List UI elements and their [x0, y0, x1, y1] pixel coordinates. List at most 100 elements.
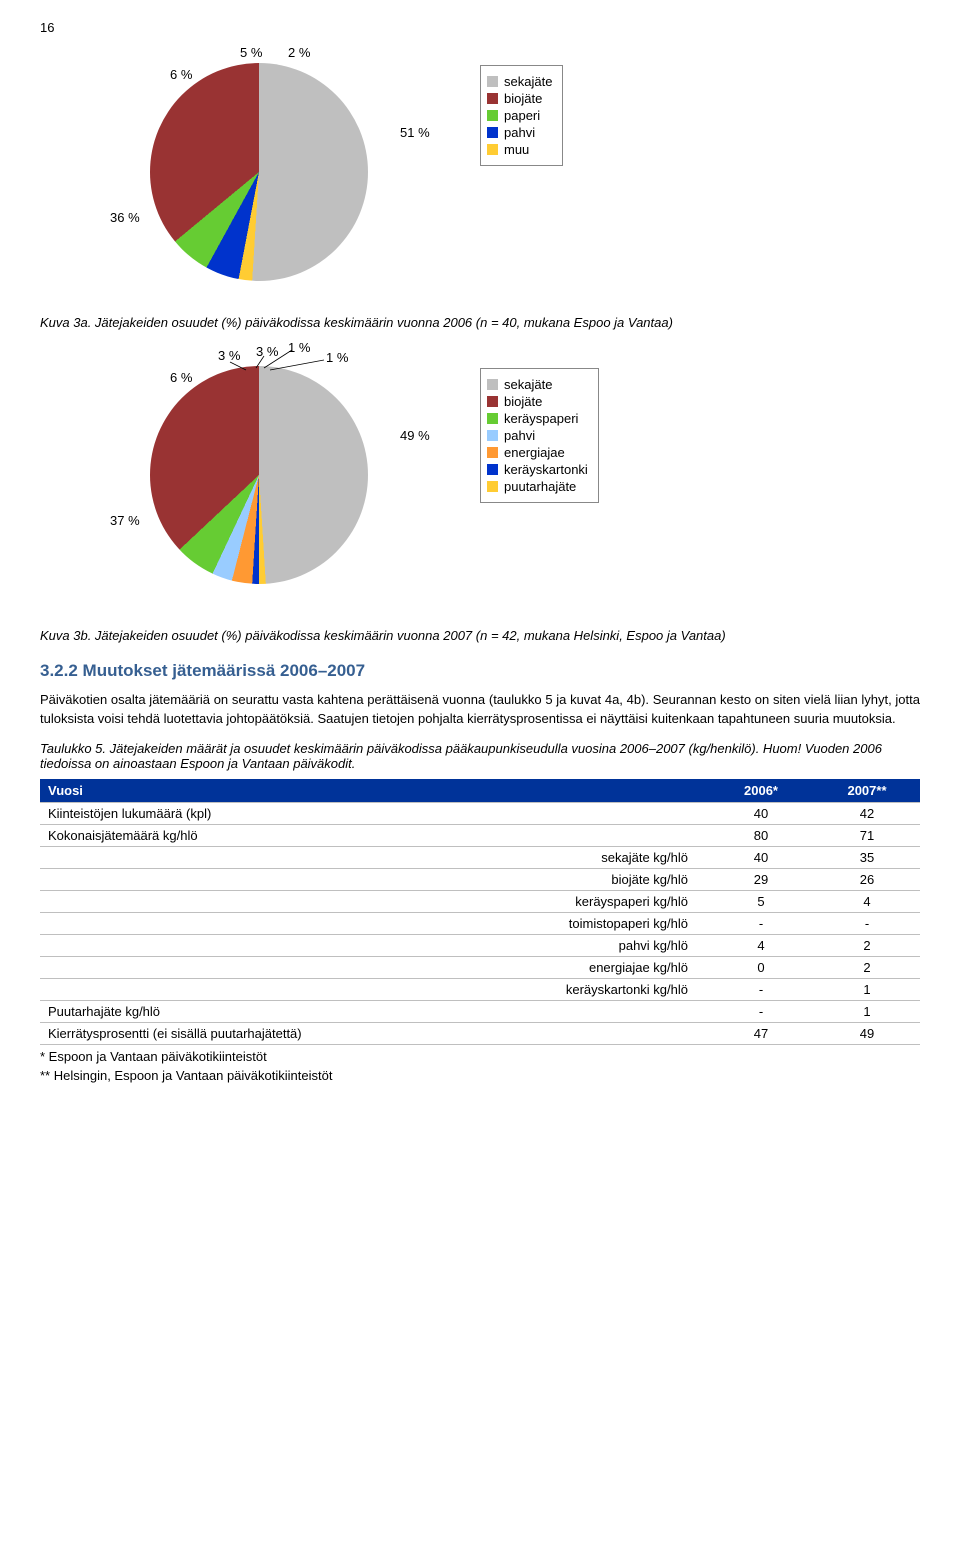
row-label: keräyspaperi kg/hlö: [40, 890, 708, 912]
table-caption: Taulukko 5. Jätejakeiden määrät ja osuud…: [40, 741, 920, 771]
table-row: keräyskartonki kg/hlö-1: [40, 978, 920, 1000]
legend-item: pahvi: [487, 428, 588, 443]
legend-label: muu: [504, 142, 529, 157]
row-label: energiajae kg/hlö: [40, 956, 708, 978]
legend-item: biojäte: [487, 394, 588, 409]
legend-item: biojäte: [487, 91, 552, 106]
pct-label: 1 %: [288, 340, 310, 355]
table-row: energiajae kg/hlö02: [40, 956, 920, 978]
legend-swatch: [487, 144, 498, 155]
legend-swatch: [487, 76, 498, 87]
legend-swatch: [487, 481, 498, 492]
legend: sekajäte biojäte paperi pahvi muu: [480, 65, 563, 166]
table-row: Puutarhajäte kg/hlö-1: [40, 1000, 920, 1022]
cell-2006: -: [708, 978, 814, 1000]
caption-a: Kuva 3a. Jätejakeiden osuudet (%) päiväk…: [40, 315, 920, 330]
cell-2006: 47: [708, 1022, 814, 1044]
legend-label: energiajae: [504, 445, 565, 460]
cell-2006: -: [708, 1000, 814, 1022]
table-header-row: Vuosi 2006* 2007**: [40, 779, 920, 803]
legend-item: keräyskartonki: [487, 462, 588, 477]
legend-label: pahvi: [504, 428, 535, 443]
pct-label: 1 %: [326, 350, 348, 365]
pct-label: 36 %: [110, 210, 140, 225]
row-label: Kiinteistöjen lukumäärä (kpl): [40, 802, 708, 824]
pct-label: 2 %: [288, 45, 310, 60]
cell-2006: 40: [708, 802, 814, 824]
pct-label: 6 %: [170, 370, 192, 385]
legend-label: keräyskartonki: [504, 462, 588, 477]
legend-label: sekajäte: [504, 377, 552, 392]
table-row: biojäte kg/hlö2926: [40, 868, 920, 890]
cell-2006: 29: [708, 868, 814, 890]
legend-label: keräyspaperi: [504, 411, 578, 426]
row-label: sekajäte kg/hlö: [40, 846, 708, 868]
legend-swatch: [487, 93, 498, 104]
cell-2006: 4: [708, 934, 814, 956]
section-heading: 3.2.2 Muutokset jätemäärissä 2006–2007: [40, 661, 920, 681]
body-text: Päiväkotien osalta jätemääriä on seuratt…: [40, 691, 920, 729]
table-row: sekajäte kg/hlö4035: [40, 846, 920, 868]
th-2007: 2007**: [814, 779, 920, 803]
chart-b: 3 %3 %1 %1 %6 %49 %37 %sekajätebiojäteke…: [40, 348, 920, 618]
cell-2006: 40: [708, 846, 814, 868]
table-row: Kokonaisjätemäärä kg/hlö8071: [40, 824, 920, 846]
cell-2006: 0: [708, 956, 814, 978]
legend-swatch: [487, 127, 498, 138]
data-table: Vuosi 2006* 2007** Kiinteistöjen lukumää…: [40, 779, 920, 1045]
pie-chart: [150, 366, 368, 584]
row-label: pahvi kg/hlö: [40, 934, 708, 956]
page-number: 16: [40, 20, 920, 35]
pct-label: 37 %: [110, 513, 140, 528]
row-label: toimistopaperi kg/hlö: [40, 912, 708, 934]
table-row: keräyspaperi kg/hlö54: [40, 890, 920, 912]
row-label: biojäte kg/hlö: [40, 868, 708, 890]
cell-2006: -: [708, 912, 814, 934]
pct-label: 3 %: [218, 348, 240, 363]
cell-2007: 2: [814, 956, 920, 978]
legend-label: biojäte: [504, 394, 542, 409]
legend-item: pahvi: [487, 125, 552, 140]
th-2006: 2006*: [708, 779, 814, 803]
legend-item: energiajae: [487, 445, 588, 460]
cell-2006: 80: [708, 824, 814, 846]
pct-label: 49 %: [400, 428, 430, 443]
cell-2007: 2: [814, 934, 920, 956]
footnote-1: * Espoon ja Vantaan päiväkotikiinteistöt: [40, 1049, 920, 1064]
legend-swatch: [487, 110, 498, 121]
row-label: keräyskartonki kg/hlö: [40, 978, 708, 1000]
cell-2007: 42: [814, 802, 920, 824]
legend-swatch: [487, 447, 498, 458]
legend: sekajäte biojäte keräyspaperi pahvi energiaj…: [480, 368, 599, 503]
legend-label: pahvi: [504, 125, 535, 140]
legend-swatch: [487, 430, 498, 441]
legend-swatch: [487, 396, 498, 407]
table-row: pahvi kg/hlö42: [40, 934, 920, 956]
legend-item: paperi: [487, 108, 552, 123]
row-label: Kierrätysprosentti (ei sisällä puutarhaj…: [40, 1022, 708, 1044]
legend-swatch: [487, 379, 498, 390]
cell-2007: 26: [814, 868, 920, 890]
cell-2007: 49: [814, 1022, 920, 1044]
legend-swatch: [487, 413, 498, 424]
cell-2006: 5: [708, 890, 814, 912]
footnote-2: ** Helsingin, Espoon ja Vantaan päiväkot…: [40, 1068, 920, 1083]
pct-label: 51 %: [400, 125, 430, 140]
table-row: toimistopaperi kg/hlö--: [40, 912, 920, 934]
row-label: Kokonaisjätemäärä kg/hlö: [40, 824, 708, 846]
pct-label: 6 %: [170, 67, 192, 82]
legend-item: sekajäte: [487, 377, 588, 392]
table-row: Kiinteistöjen lukumäärä (kpl)4042: [40, 802, 920, 824]
cell-2007: 71: [814, 824, 920, 846]
caption-b: Kuva 3b. Jätejakeiden osuudet (%) päiväk…: [40, 628, 920, 643]
legend-label: sekajäte: [504, 74, 552, 89]
cell-2007: 4: [814, 890, 920, 912]
pct-label: 5 %: [240, 45, 262, 60]
cell-2007: 1: [814, 1000, 920, 1022]
legend-swatch: [487, 464, 498, 475]
cell-2007: -: [814, 912, 920, 934]
cell-2007: 35: [814, 846, 920, 868]
legend-label: paperi: [504, 108, 540, 123]
th-vuosi: Vuosi: [40, 779, 708, 803]
chart-a: 5 % 2 % 6 % 51 % 36 % sekajäte biojäte paperi pa…: [40, 45, 920, 305]
